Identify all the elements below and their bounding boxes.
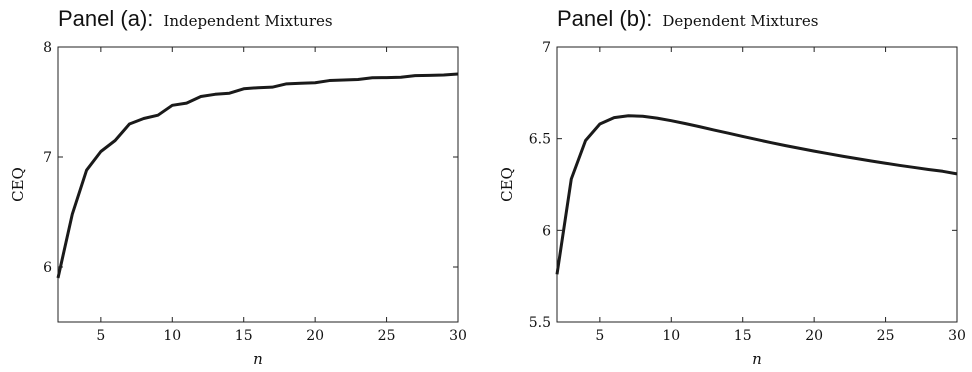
x-tick-label: 30 xyxy=(948,328,966,344)
panel-a-x-ticks: 5 10 15 20 25 30 xyxy=(96,47,467,344)
y-tick-label: 7 xyxy=(43,150,52,166)
panel-a: Panel (a): Independent Mixtures 6 7 8 5 10 1… xyxy=(9,6,467,368)
x-tick-label: 15 xyxy=(734,328,752,344)
panel-b-title-prefix: Panel (b): xyxy=(557,6,652,31)
y-tick-label: 7 xyxy=(542,40,551,56)
panel-b-x-axis-label: n xyxy=(752,350,762,368)
x-tick-label: 10 xyxy=(163,328,181,344)
y-tick-label: 6 xyxy=(542,223,551,239)
panel-b-y-ticks: 5.5 6 6.5 7 xyxy=(529,40,957,331)
panel-b-series-line xyxy=(555,114,958,275)
x-tick-label: 25 xyxy=(877,328,895,344)
x-tick-label: 5 xyxy=(595,328,604,344)
x-tick-label: 5 xyxy=(96,328,105,344)
panel-a-title-text: Independent Mixtures xyxy=(163,12,332,30)
panel-a-title: Panel (a): Independent Mixtures xyxy=(58,6,333,31)
x-tick-label: 15 xyxy=(235,328,253,344)
panel-a-y-axis-label: CEQ xyxy=(9,167,27,202)
x-tick-label: 25 xyxy=(378,328,396,344)
panel-b-title: Panel (b): Dependent Mixtures xyxy=(557,6,818,31)
panel-b-title-text: Dependent Mixtures xyxy=(662,12,818,30)
panel-b: Panel (b): Dependent Mixtures 5.5 6 6.5 7 5… xyxy=(498,6,966,368)
y-tick-label: 8 xyxy=(43,40,52,56)
x-tick-label: 20 xyxy=(306,328,324,344)
x-tick-label: 20 xyxy=(805,328,823,344)
panel-a-y-ticks: 6 7 8 xyxy=(43,40,458,276)
y-tick-label: 5.5 xyxy=(529,315,551,331)
x-tick-label: 30 xyxy=(449,328,467,344)
panel-b-y-axis-label: CEQ xyxy=(498,167,516,202)
panel-b-plot-frame xyxy=(556,46,958,323)
panel-a-series-line xyxy=(56,72,459,279)
panel-a-x-axis-label: n xyxy=(253,350,263,368)
panel-a-plot-frame xyxy=(57,46,459,323)
y-tick-label: 6 xyxy=(43,260,52,276)
panel-b-x-ticks: 5 10 15 20 25 30 xyxy=(595,47,966,344)
panel-a-title-prefix: Panel (a): xyxy=(58,6,153,31)
x-tick-label: 10 xyxy=(662,328,680,344)
y-tick-label: 6.5 xyxy=(529,132,551,148)
